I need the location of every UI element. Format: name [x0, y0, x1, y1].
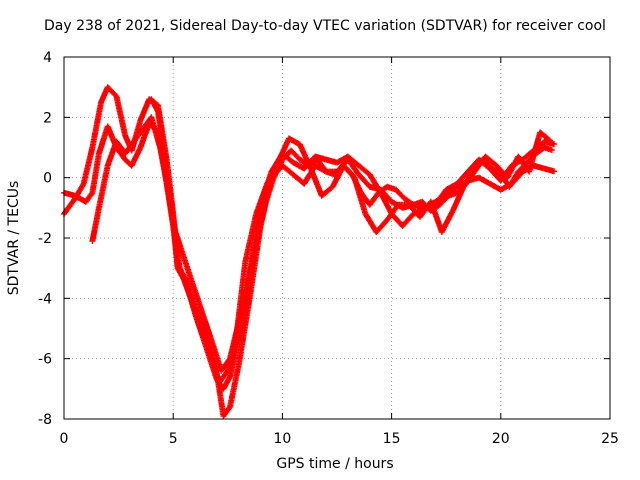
- data-point: [506, 170, 521, 190]
- data-point: [89, 152, 102, 196]
- series-trace-3: [89, 114, 553, 386]
- x-tick-label: 0: [60, 431, 69, 447]
- data-point: [358, 189, 372, 207]
- x-tick-label: 25: [601, 431, 619, 447]
- y-axis-ticks: -8 -6 -4 -2 0 2 4: [38, 50, 610, 428]
- data-point: [541, 165, 557, 175]
- data-point: [176, 265, 191, 294]
- data-point: [340, 162, 355, 177]
- data-point: [98, 85, 111, 106]
- x-tick-label: 20: [492, 431, 510, 447]
- data-point: [235, 296, 253, 368]
- data-point: [504, 155, 521, 181]
- data-point: [122, 139, 136, 157]
- data-point: [476, 174, 492, 186]
- data-point: [89, 100, 104, 151]
- data-point: [323, 156, 339, 166]
- data-point: [148, 114, 163, 149]
- data-point: [314, 156, 329, 174]
- data-point: [82, 191, 95, 205]
- data-point: [242, 212, 259, 266]
- data-point: [366, 191, 381, 208]
- x-tick-label: 10: [273, 431, 291, 447]
- y-tick-label: -2: [38, 231, 52, 247]
- data-point: [244, 242, 259, 290]
- data-point: [196, 319, 213, 355]
- data-point: [454, 181, 468, 196]
- series-trace-4: [148, 96, 555, 374]
- data-point: [399, 212, 416, 229]
- data-point: [384, 203, 401, 223]
- data-point: [427, 202, 442, 214]
- data-point: [137, 97, 152, 124]
- data-point: [227, 363, 242, 410]
- data-point: [253, 203, 268, 247]
- data-point: [80, 146, 95, 187]
- data-point: [344, 153, 361, 168]
- y-tick-label: -6: [38, 352, 52, 368]
- data-point: [493, 162, 510, 180]
- data-points: [61, 84, 557, 419]
- data-point: [480, 156, 494, 171]
- data-point: [393, 186, 407, 201]
- data-point: [270, 158, 285, 181]
- chart-title: Day 238 of 2021, Sidereal Day-to-day VTE…: [44, 18, 606, 34]
- y-axis-label: SDTVAR / TECUs: [6, 180, 22, 296]
- data-point: [438, 209, 455, 235]
- data-point: [454, 169, 470, 187]
- data-point: [161, 150, 174, 204]
- data-point: [185, 289, 202, 324]
- data-point: [71, 182, 86, 202]
- data-point: [288, 147, 302, 162]
- y-tick-label: 4: [43, 50, 52, 66]
- data-point: [128, 145, 143, 169]
- data-point: [489, 165, 503, 177]
- data-point: [541, 144, 555, 153]
- data-point: [227, 321, 242, 362]
- data-point: [113, 93, 128, 137]
- data-point: [482, 153, 499, 168]
- data-point: [537, 129, 553, 144]
- y-tick-label: -8: [38, 412, 52, 428]
- data-point: [216, 368, 230, 386]
- data-point: [318, 184, 335, 199]
- data-point: [373, 218, 390, 235]
- data-point: [261, 176, 277, 208]
- data-point: [218, 356, 233, 374]
- data-point: [220, 405, 232, 419]
- y-tick-label: 0: [43, 171, 52, 187]
- data-point: [286, 135, 302, 147]
- data-point: [95, 164, 111, 211]
- data-point: [207, 349, 222, 385]
- data-point: [253, 182, 270, 217]
- data-point: [349, 171, 364, 195]
- data-point: [362, 210, 379, 234]
- data-point: [462, 164, 477, 187]
- data-point: [89, 206, 102, 244]
- data-point: [130, 127, 145, 145]
- data-point: [497, 171, 512, 189]
- data-point: [264, 161, 281, 187]
- data-point: [172, 229, 215, 346]
- data-point: [355, 162, 372, 177]
- x-axis-label: GPS time / hours: [276, 456, 394, 472]
- data-point: [436, 193, 451, 208]
- data-point: [168, 198, 179, 234]
- data-point: [235, 284, 251, 326]
- data-point: [355, 171, 372, 189]
- x-tick-label: 5: [169, 431, 178, 447]
- y-tick-label: 2: [43, 110, 52, 126]
- data-point: [515, 160, 529, 175]
- y-tick-label: -4: [38, 291, 52, 307]
- x-tick-label: 15: [383, 431, 401, 447]
- x-axis-ticks: 0 5 10 15 20 25: [60, 57, 619, 447]
- data-point: [104, 84, 119, 99]
- data-point: [524, 151, 538, 166]
- data-point: [443, 181, 459, 193]
- data-point: [154, 108, 168, 155]
- data-point: [307, 165, 325, 198]
- data-point: [113, 138, 128, 156]
